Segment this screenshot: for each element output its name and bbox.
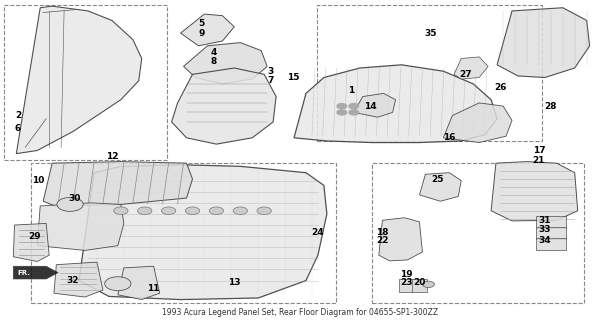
- Polygon shape: [536, 215, 566, 228]
- Circle shape: [422, 281, 434, 288]
- Text: 29: 29: [29, 232, 41, 241]
- Polygon shape: [184, 43, 267, 84]
- Text: 22: 22: [376, 236, 389, 245]
- Text: 23: 23: [400, 278, 413, 287]
- Text: 20: 20: [413, 278, 425, 287]
- Circle shape: [349, 110, 359, 115]
- Bar: [31, 163, 336, 303]
- Text: 24: 24: [311, 228, 324, 237]
- Text: 26: 26: [494, 83, 506, 92]
- Text: 11: 11: [148, 284, 160, 293]
- Text: 25: 25: [431, 174, 443, 184]
- Text: 17: 17: [533, 146, 545, 155]
- Circle shape: [337, 104, 347, 108]
- Polygon shape: [536, 238, 566, 251]
- Text: 30: 30: [68, 194, 80, 203]
- Text: 10: 10: [32, 176, 44, 185]
- Circle shape: [161, 207, 176, 215]
- Text: 2: 2: [15, 111, 21, 120]
- Text: 32: 32: [67, 276, 79, 285]
- Polygon shape: [294, 65, 497, 142]
- Circle shape: [57, 197, 83, 212]
- Text: 12: 12: [106, 152, 118, 161]
- Circle shape: [233, 207, 247, 215]
- Circle shape: [185, 207, 200, 215]
- Text: 35: 35: [424, 28, 436, 38]
- Polygon shape: [497, 8, 590, 77]
- Polygon shape: [16, 6, 142, 154]
- Polygon shape: [172, 68, 276, 144]
- Circle shape: [257, 207, 271, 215]
- Polygon shape: [37, 203, 124, 251]
- Text: FR.: FR.: [17, 270, 31, 276]
- Circle shape: [209, 207, 224, 215]
- Text: 14: 14: [364, 101, 377, 111]
- Polygon shape: [536, 227, 566, 239]
- Text: 4: 4: [210, 48, 217, 57]
- Text: 21: 21: [533, 156, 545, 164]
- Polygon shape: [118, 266, 160, 300]
- Text: 19: 19: [400, 270, 413, 279]
- Text: 1: 1: [347, 86, 354, 95]
- Text: 28: 28: [545, 101, 557, 111]
- Polygon shape: [13, 223, 49, 261]
- Text: 34: 34: [539, 236, 551, 245]
- Polygon shape: [491, 162, 578, 221]
- Polygon shape: [443, 103, 512, 142]
- Text: 7: 7: [267, 76, 274, 85]
- Bar: [412, 279, 427, 292]
- Text: 16: 16: [443, 133, 455, 142]
- Bar: [371, 163, 584, 303]
- Polygon shape: [43, 162, 193, 206]
- Polygon shape: [13, 266, 58, 279]
- Polygon shape: [181, 14, 235, 46]
- Text: 3: 3: [267, 67, 273, 76]
- Polygon shape: [79, 165, 327, 300]
- Text: 15: 15: [287, 73, 299, 82]
- Text: 18: 18: [376, 228, 389, 237]
- Circle shape: [349, 104, 359, 108]
- Polygon shape: [419, 173, 461, 201]
- Circle shape: [137, 207, 152, 215]
- Text: 27: 27: [460, 70, 472, 79]
- Polygon shape: [54, 262, 103, 297]
- Polygon shape: [454, 57, 488, 79]
- Text: 5: 5: [199, 19, 205, 28]
- Circle shape: [337, 110, 347, 115]
- Polygon shape: [354, 93, 395, 117]
- Bar: [399, 279, 413, 292]
- Text: 1993 Acura Legend Panel Set, Rear Floor Diagram for 04655-SP1-300ZZ: 1993 Acura Legend Panel Set, Rear Floor …: [162, 308, 438, 317]
- Bar: [317, 4, 542, 141]
- Circle shape: [113, 207, 128, 215]
- Text: 31: 31: [539, 216, 551, 225]
- Text: 8: 8: [210, 57, 217, 66]
- Text: 13: 13: [228, 278, 241, 287]
- Circle shape: [105, 277, 131, 291]
- Bar: [4, 4, 167, 160]
- Text: 9: 9: [198, 28, 205, 38]
- Text: 6: 6: [15, 124, 21, 133]
- Polygon shape: [379, 218, 422, 261]
- Text: 33: 33: [539, 225, 551, 234]
